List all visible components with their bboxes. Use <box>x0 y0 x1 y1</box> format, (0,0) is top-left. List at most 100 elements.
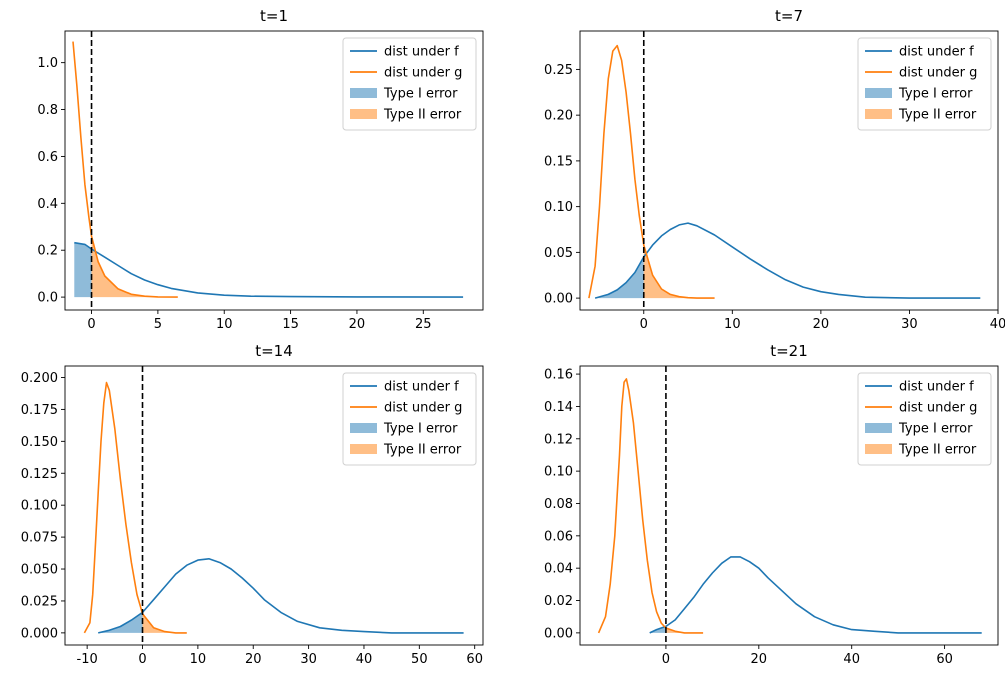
legend-swatch-type-i <box>865 88 892 98</box>
y-tick-label: 0.00 <box>544 626 573 641</box>
x-tick-label: 10 <box>724 317 741 332</box>
legend-swatch-type-ii <box>350 109 377 119</box>
legend-frame <box>342 37 477 131</box>
x-tick-label: 50 <box>411 652 428 667</box>
dist-under-g-line <box>588 44 715 299</box>
legend-swatch-type-i <box>350 423 377 433</box>
y-tick-label: 0.25 <box>544 63 573 78</box>
y-tick-label: 0.00 <box>544 292 573 307</box>
x-tick-label: 20 <box>813 317 830 332</box>
y-tick-label: 1.0 <box>37 56 58 71</box>
axes-frame <box>64 30 484 311</box>
y-tick-label: 0.175 <box>21 403 58 418</box>
x-tick-label: 40 <box>356 652 373 667</box>
x-tick-label: 10 <box>216 317 233 332</box>
legend-frame <box>857 37 992 131</box>
y-tick-label: 0.000 <box>21 626 58 641</box>
legend: dist under f dist under g Type I error Type… <box>342 372 477 466</box>
x-tick-label: 40 <box>990 317 1005 332</box>
legend-frame <box>857 372 992 466</box>
y-tick-label: 0.2 <box>37 244 58 259</box>
subplot-title: t=1 <box>260 7 288 25</box>
legend-label: Type I error <box>383 87 458 102</box>
legend-label: Type II error <box>898 108 977 123</box>
x-tick-label: 10 <box>190 652 207 667</box>
y-tick-label: 0.075 <box>21 531 58 546</box>
legend-swatch-type-ii <box>865 444 892 454</box>
x-tick-label: 0 <box>640 317 648 332</box>
y-tick-label: 0.10 <box>544 200 573 215</box>
y-tick-label: 0.08 <box>544 497 573 512</box>
y-tick-label: 0.150 <box>21 435 58 450</box>
legend-label: Type I error <box>898 87 973 102</box>
y-tick-label: 0.4 <box>37 197 58 212</box>
legend-label: dist under f <box>384 380 459 395</box>
legend-swatch-type-i <box>865 423 892 433</box>
type-i-error-area <box>98 612 143 633</box>
y-tick-label: 0.06 <box>544 529 573 544</box>
y-tick-label: 0.025 <box>21 594 58 609</box>
y-tick-label: 0.14 <box>544 400 573 415</box>
x-tick-label: 30 <box>901 317 918 332</box>
legend-swatch-type-ii <box>350 444 377 454</box>
y-tick-label: 0.16 <box>544 368 573 383</box>
panels: t=1 0 5 10 15 20 25 0.0 0.2 0.4 0.6 0.8 1.0 dist unde… <box>21 7 1005 667</box>
x-tick-label: 20 <box>245 652 262 667</box>
dist-under-f-line <box>98 557 464 634</box>
subplot-4: t=21 0 20 40 60 0.00 0.02 0.04 0.06 0.08 0.10 0.12 0… <box>544 342 999 667</box>
x-tick-label: 0 <box>138 652 146 667</box>
y-tick-label: 0.125 <box>21 467 58 482</box>
x-tick-label: 60 <box>936 652 953 667</box>
legend-swatch-type-i <box>350 88 377 98</box>
legend-label: Type II error <box>383 108 462 123</box>
x-tick-label: 15 <box>282 317 299 332</box>
dist-under-g-line <box>83 381 187 634</box>
x-tick-label: 40 <box>843 652 860 667</box>
y-tick-label: 0.05 <box>544 246 573 261</box>
subplot-title: t=21 <box>770 342 808 360</box>
dist-under-f-line <box>594 222 981 299</box>
dist-under-g-line <box>72 41 178 298</box>
y-tick-label: 0.050 <box>21 563 58 578</box>
x-tick-label: -10 <box>77 652 98 667</box>
subplot-2: t=7 0 10 20 30 40 0.00 0.05 0.10 0.15 0.20 0.25 dist… <box>544 7 1005 332</box>
y-tick-label: 0.12 <box>544 432 573 447</box>
y-tick-label: 0.15 <box>544 154 573 169</box>
y-tick-label: 0.6 <box>37 150 58 165</box>
subplot-title: t=14 <box>255 342 293 360</box>
x-tick-label: 20 <box>751 652 768 667</box>
y-tick-label: 0.100 <box>21 499 58 514</box>
legend-label: dist under f <box>384 45 459 60</box>
legend: dist under f dist under g Type I error Type… <box>342 37 477 131</box>
legend-label: dist under g <box>899 66 977 81</box>
legend-label: dist under f <box>899 45 974 60</box>
x-tick-label: 60 <box>466 652 483 667</box>
type-i-error-area <box>74 242 92 298</box>
legend-label: dist under g <box>384 66 462 81</box>
y-tick-label: 0.04 <box>544 562 573 577</box>
axes-frame <box>579 30 999 311</box>
subplot-3: t=14 -10 0 10 20 30 40 50 60 0.000 0.025 0.050 0.075… <box>21 342 484 667</box>
dist-under-f-line <box>74 241 464 298</box>
x-tick-label: 0 <box>87 317 95 332</box>
legend-frame <box>342 372 477 466</box>
x-tick-label: 20 <box>349 317 366 332</box>
legend-label: Type II error <box>383 443 462 458</box>
y-tick-label: 0.20 <box>544 109 573 124</box>
legend: dist under f dist under g Type I error Type… <box>857 372 992 466</box>
legend-label: dist under f <box>899 380 974 395</box>
type-ii-error-area <box>643 245 715 299</box>
y-tick-label: 0.200 <box>21 371 58 386</box>
y-tick-label: 0.02 <box>544 594 573 609</box>
x-tick-label: 5 <box>154 317 162 332</box>
x-tick-label: 30 <box>300 652 317 667</box>
type-i-error-area <box>595 256 644 299</box>
subplot-title: t=7 <box>775 7 803 25</box>
legend-label: dist under g <box>384 401 462 416</box>
axes-frame <box>579 365 999 646</box>
x-tick-label: 0 <box>662 652 670 667</box>
type-ii-error-area <box>91 236 178 298</box>
dist-under-g-line <box>597 378 704 634</box>
legend-label: Type II error <box>898 443 977 458</box>
